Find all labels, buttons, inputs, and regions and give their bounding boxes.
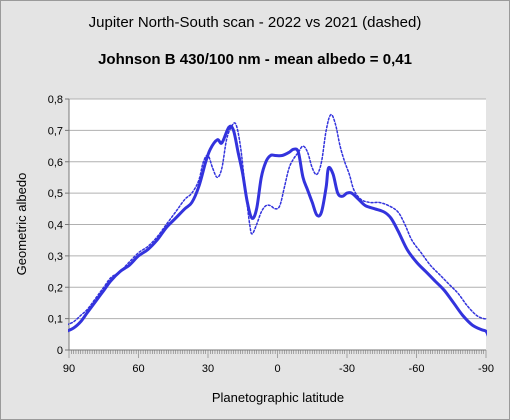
y-tick-label: 0,3 xyxy=(48,251,63,263)
chart-subtitle: Johnson B 430/100 nm - mean albedo = 0,4… xyxy=(98,51,412,68)
x-tick-label: 90 xyxy=(63,363,75,375)
y-tick-label: 0,5 xyxy=(48,188,63,200)
y-tick-labels: 0 0,1 0,2 0,3 0,4 0,5 0,6 0,7 0,8 xyxy=(48,94,63,357)
x-tick-label: -90 xyxy=(478,363,494,375)
y-tick-label: 0,2 xyxy=(48,282,63,294)
chart-title: Jupiter North-South scan - 2022 vs 2021 … xyxy=(89,14,422,31)
series-2021-dashed-line xyxy=(68,113,487,326)
x-tick-label: 0 xyxy=(274,363,280,375)
y-tick-label: 0,1 xyxy=(48,314,63,326)
x-tick-label: 60 xyxy=(132,363,144,375)
series-2022-solid-line xyxy=(68,124,487,337)
axes xyxy=(65,98,487,358)
series-lines xyxy=(68,113,487,337)
y-tick-label: 0,7 xyxy=(48,125,63,137)
y-tick-label: 0 xyxy=(57,345,63,357)
x-tick-labels: 90 60 30 0 -30 -60 -90 xyxy=(63,363,494,375)
x-tick-label: 30 xyxy=(202,363,214,375)
y-axis-title: Geometric albedo xyxy=(14,173,29,276)
x-tick-label: -60 xyxy=(409,363,425,375)
y-tick-label: 0,8 xyxy=(48,94,63,106)
x-axis-title: Planetographic latitude xyxy=(212,390,344,405)
y-tick-label: 0,4 xyxy=(48,220,63,232)
x-tick-label: -30 xyxy=(339,363,355,375)
y-tick-label: 0,6 xyxy=(48,157,63,169)
